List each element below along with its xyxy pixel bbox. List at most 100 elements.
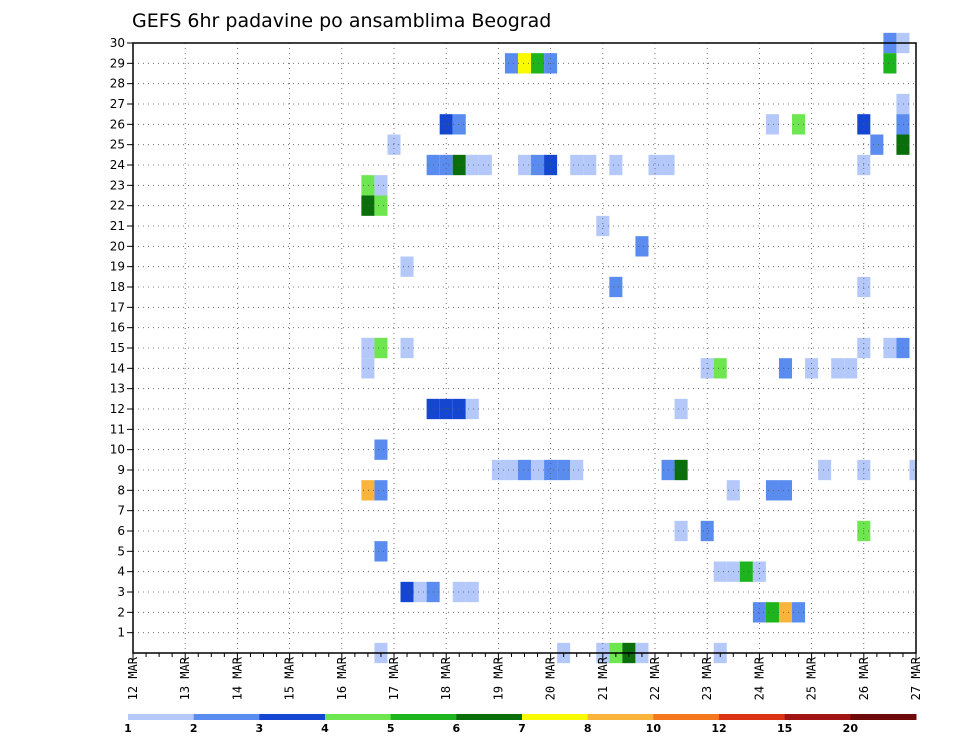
colorbar-swatch — [784, 714, 851, 720]
precip-cell — [778, 358, 793, 379]
precip-cell — [544, 459, 558, 481]
precip-cell — [504, 459, 518, 481]
colorbar-label: 20 — [843, 722, 859, 735]
y-tick-label: 22 — [110, 199, 125, 213]
colorbar-swatch — [193, 714, 260, 720]
precip-cell — [374, 195, 388, 216]
precip-cell — [765, 480, 779, 501]
precip-cell — [361, 195, 375, 216]
precip-cell — [713, 358, 727, 379]
precip-cell — [765, 602, 779, 623]
y-tick-label: 2 — [117, 605, 125, 619]
precip-cell — [531, 154, 545, 176]
precip-cell — [361, 480, 375, 501]
y-tick-label: 14 — [110, 361, 125, 375]
y-tick-label: 16 — [110, 321, 125, 335]
precip-cell — [465, 154, 479, 176]
y-tick-label: 1 — [117, 626, 125, 640]
colorbar-label: 4 — [321, 722, 329, 735]
precip-cell — [465, 581, 479, 603]
y-tick-label: 23 — [110, 178, 125, 192]
y-tick-label: 25 — [110, 138, 125, 152]
precip-cell — [870, 134, 884, 155]
y-tick-label: 27 — [110, 97, 125, 111]
precip-cell — [361, 358, 375, 379]
precip-cell — [831, 358, 845, 379]
colorbar-label: 8 — [584, 722, 592, 735]
colorbar-swatch — [587, 714, 654, 720]
colorbar-swatch — [653, 714, 720, 720]
y-tick-label: 11 — [110, 422, 125, 436]
precip-cell — [400, 337, 414, 359]
y-tick-label: 7 — [117, 504, 125, 518]
precip-cell — [439, 154, 453, 176]
precip-cell — [478, 154, 492, 176]
precip-cell — [465, 398, 479, 420]
colorbar-label: 6 — [453, 722, 461, 735]
gridlines — [133, 42, 916, 653]
colorbar-swatch — [719, 714, 786, 720]
x-tick-label: 18 MAR — [439, 656, 453, 700]
x-tick-label: 20 MAR — [544, 656, 558, 700]
precip-cell — [752, 602, 766, 623]
precip-cell — [374, 480, 388, 501]
precip-cell — [400, 581, 414, 603]
chart-title: GEFS 6hr padavine po ansamblima Beograd — [132, 10, 551, 32]
x-axis-ticks: 12 MAR 13 MAR 14 MAR 15 MAR 16 MAR 17 MAR 18 M… — [126, 653, 923, 700]
precip-cell — [374, 175, 388, 196]
precip-cell — [765, 114, 779, 135]
y-tick-label: 26 — [110, 117, 125, 131]
precip-cell — [570, 154, 584, 176]
precip-cell — [517, 53, 532, 74]
x-tick-label: 12 MAR — [126, 656, 140, 700]
x-tick-label: 19 MAR — [491, 656, 505, 700]
precip-cell — [883, 337, 897, 359]
y-tick-label: 17 — [110, 300, 125, 314]
colorbar-label: 7 — [518, 722, 526, 735]
colorbar-swatch — [259, 714, 326, 720]
precip-cell — [739, 561, 753, 582]
precip-cell — [896, 93, 910, 115]
y-tick-label: 30 — [110, 36, 125, 50]
precip-cell — [896, 114, 910, 135]
precip-cell — [531, 53, 545, 74]
x-tick-label: 22 MAR — [648, 656, 662, 700]
precip-cell — [413, 581, 427, 603]
x-tick-label: 15 MAR — [283, 656, 297, 700]
colorbar-label: 1 — [124, 722, 132, 735]
precip-cell — [896, 134, 910, 155]
precip-cell — [674, 398, 688, 420]
precip-cell — [896, 337, 910, 359]
precip-cell — [570, 459, 584, 481]
precip-cell — [609, 154, 623, 176]
y-tick-label: 18 — [110, 280, 125, 294]
x-tick-label: 25 MAR — [805, 656, 819, 700]
precip-cell — [517, 459, 532, 481]
precip-cell — [544, 154, 558, 176]
y-tick-label: 21 — [110, 219, 125, 233]
precip-cell — [752, 561, 766, 582]
precip-cell — [700, 520, 714, 542]
precip-cell — [517, 154, 532, 176]
precip-cell — [609, 276, 623, 298]
precip-cell — [635, 236, 649, 257]
colorbar-label: 5 — [387, 722, 395, 735]
precip-cell — [400, 256, 414, 277]
colorbar-swatch — [325, 714, 392, 720]
precip-cell — [844, 358, 858, 379]
precip-cell — [439, 114, 453, 135]
precip-cell — [452, 398, 466, 420]
colorbar-label: 10 — [646, 722, 662, 735]
heatmap-cells — [361, 32, 916, 664]
precip-cell — [674, 520, 688, 542]
precip-cell — [504, 53, 518, 74]
x-tick-label: 14 MAR — [230, 656, 244, 700]
colorbar-swatch — [522, 714, 589, 720]
precip-cell — [648, 154, 662, 176]
colorbar-legend: 1 2 3 4 5 6 7 8 10 12 15 20 — [124, 714, 917, 735]
precip-cell — [361, 337, 375, 359]
x-tick-label: 26 MAR — [857, 656, 871, 700]
precip-cell — [883, 53, 897, 74]
precip-cell — [818, 459, 832, 481]
colorbar-label: 12 — [711, 722, 726, 735]
